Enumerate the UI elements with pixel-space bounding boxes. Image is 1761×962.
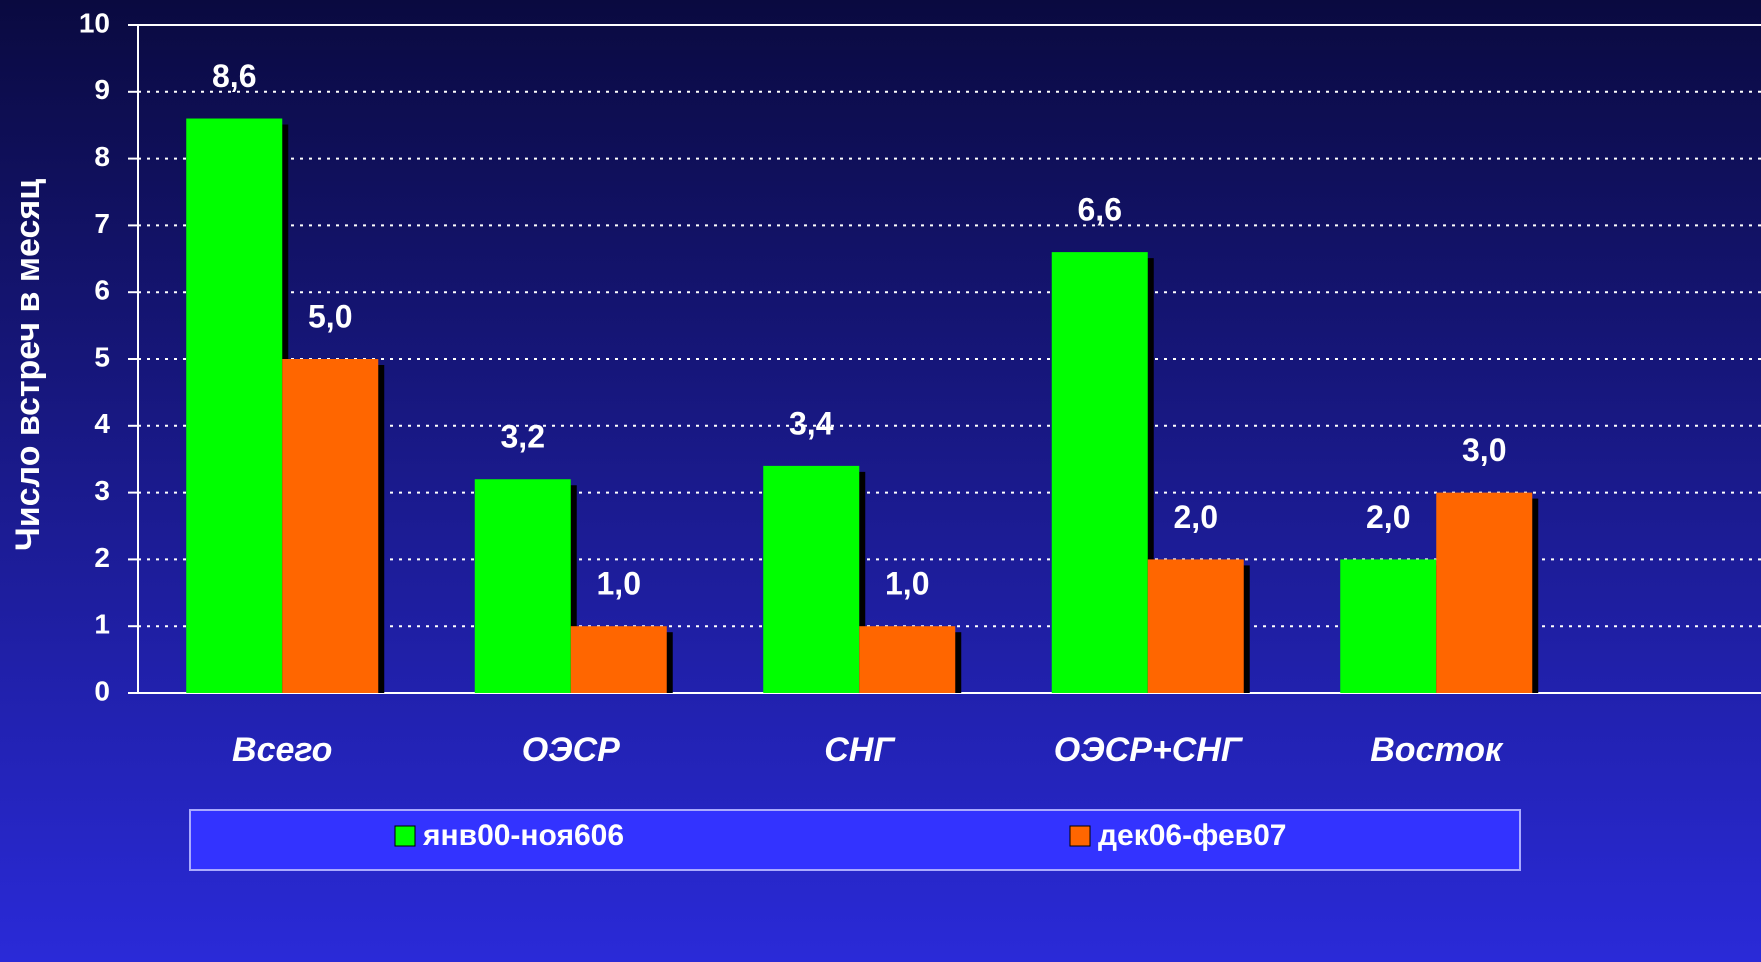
bar <box>186 118 283 693</box>
bar <box>1436 492 1533 693</box>
y-tick-label: 0 <box>94 675 110 706</box>
legend-swatch <box>1069 825 1091 847</box>
bar <box>1051 252 1148 693</box>
y-tick-label: 8 <box>94 141 110 172</box>
data-label: 3,4 <box>789 405 834 441</box>
y-tick-label: 10 <box>79 7 110 38</box>
legend-label: дек06-фев07 <box>1098 819 1286 852</box>
y-tick-label: 5 <box>94 341 110 372</box>
data-label: 3,0 <box>1462 432 1506 468</box>
bar <box>474 479 571 693</box>
legend-label: янв00-ноя606 <box>422 819 624 852</box>
y-tick-label: 7 <box>94 208 110 239</box>
legend <box>189 809 1521 871</box>
bar <box>859 626 956 693</box>
y-tick-label: 2 <box>94 542 110 573</box>
bar <box>1340 559 1437 693</box>
x-tick-label: Всего <box>232 731 332 769</box>
x-tick-label: ОЭСР <box>522 731 620 769</box>
data-label: 8,6 <box>212 58 256 94</box>
bar <box>1147 559 1244 693</box>
data-label: 5,0 <box>308 298 352 334</box>
y-axis-label: Число встреч в месяц <box>9 179 47 551</box>
y-tick-label: 3 <box>94 475 110 506</box>
y-tick-label: 4 <box>94 408 110 439</box>
legend-swatch <box>394 825 416 847</box>
y-tick-label: 6 <box>94 275 110 306</box>
bar <box>570 626 667 693</box>
data-label: 2,0 <box>1174 499 1218 535</box>
data-label: 2,0 <box>1366 499 1410 535</box>
data-label: 1,0 <box>885 566 929 602</box>
x-tick-label: СНГ <box>824 731 896 769</box>
data-label: 3,2 <box>501 419 545 455</box>
y-tick-label: 9 <box>94 74 110 105</box>
bar <box>282 359 379 693</box>
data-label: 6,6 <box>1078 192 1122 228</box>
data-label: 1,0 <box>597 566 641 602</box>
y-tick-label: 1 <box>94 609 110 640</box>
x-tick-label: Восток <box>1370 731 1504 769</box>
x-tick-label: ОЭСР+СНГ <box>1054 731 1244 769</box>
bar <box>763 465 860 693</box>
